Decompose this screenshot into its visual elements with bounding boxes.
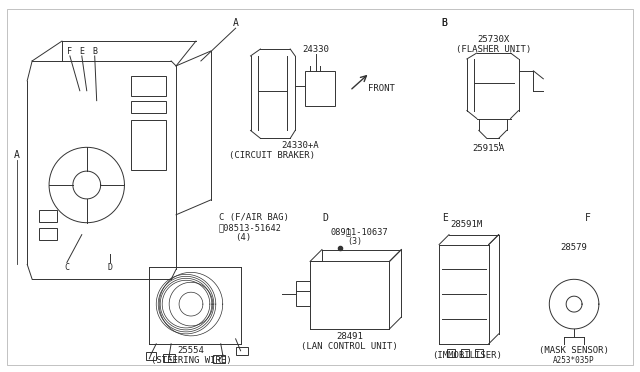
Bar: [305, 71, 335, 106]
Text: (IMMOBILISER): (IMMOBILISER): [432, 351, 502, 360]
Bar: [461, 349, 469, 357]
Text: (4): (4): [236, 233, 252, 242]
Text: (LAN CONTROL UNIT): (LAN CONTROL UNIT): [301, 342, 398, 351]
Text: (FLASHER UNIT): (FLASHER UNIT): [456, 45, 531, 54]
Text: 25554: 25554: [177, 346, 204, 355]
Text: B: B: [92, 46, 97, 55]
Text: B: B: [441, 18, 447, 28]
Bar: [475, 349, 483, 357]
Text: 28491: 28491: [337, 332, 364, 341]
Bar: [131, 101, 166, 113]
Text: 28579: 28579: [561, 243, 588, 252]
Text: (CIRCUIT BRAKER): (CIRCUIT BRAKER): [229, 151, 316, 160]
Text: (MASK SENSOR): (MASK SENSOR): [539, 346, 609, 355]
Bar: [131, 121, 166, 170]
Text: E: E: [442, 213, 448, 223]
Bar: [447, 349, 455, 357]
Bar: [39, 210, 57, 222]
Text: F: F: [585, 213, 591, 223]
Bar: [147, 352, 156, 360]
Text: 28591M: 28591M: [451, 220, 483, 229]
Text: 24330+A: 24330+A: [282, 141, 319, 150]
Bar: [296, 281, 310, 306]
Text: B: B: [441, 18, 447, 28]
Text: (3): (3): [348, 237, 362, 246]
Text: D: D: [322, 213, 328, 223]
Text: E: E: [79, 46, 84, 55]
Text: C: C: [65, 263, 69, 272]
Text: Ⓝ08513-51642: Ⓝ08513-51642: [219, 223, 282, 232]
Text: FRONT: FRONT: [367, 84, 394, 93]
Text: (STEERING WIRE): (STEERING WIRE): [150, 356, 231, 365]
Text: 08911-10637: 08911-10637: [331, 228, 388, 237]
Text: Ⓝ: Ⓝ: [346, 228, 350, 237]
Bar: [163, 354, 175, 362]
Text: F: F: [67, 46, 72, 55]
Bar: [213, 355, 225, 363]
Text: C (F/AIR BAG): C (F/AIR BAG): [219, 213, 289, 222]
Text: A253*035P: A253*035P: [553, 356, 595, 365]
Text: D: D: [107, 263, 112, 272]
Text: A: A: [233, 18, 239, 28]
Bar: [131, 76, 166, 96]
Text: 25730X: 25730X: [477, 35, 510, 44]
Bar: [236, 347, 248, 355]
Text: 24330: 24330: [303, 45, 330, 54]
Text: A: A: [14, 150, 20, 160]
Text: 25915A: 25915A: [472, 144, 505, 153]
Bar: [39, 228, 57, 240]
